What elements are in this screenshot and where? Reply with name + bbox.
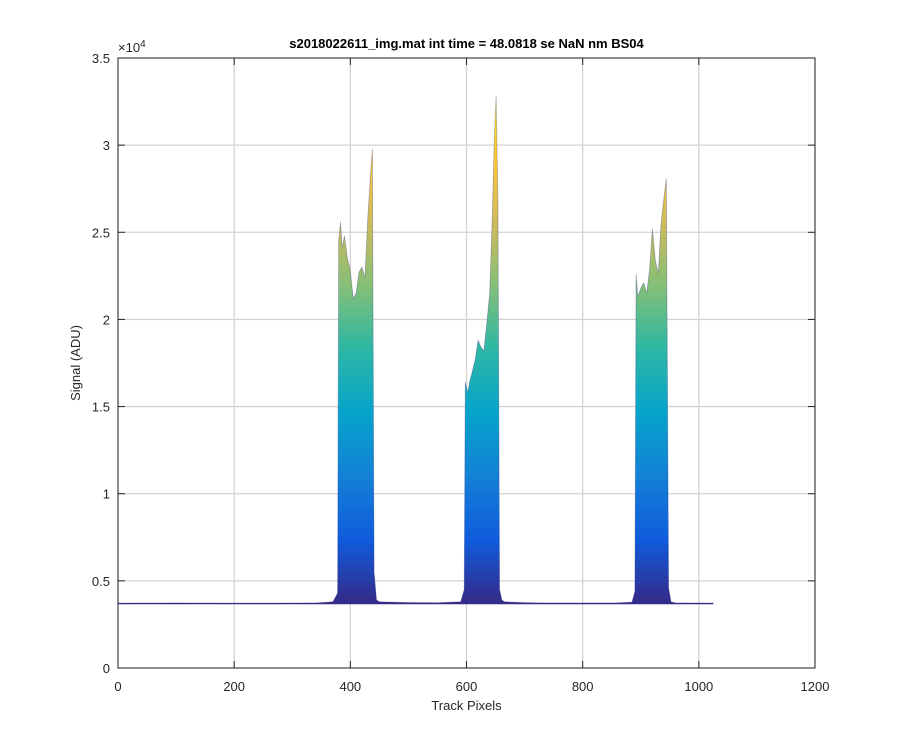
y-tick-label: 3	[103, 138, 110, 153]
x-tick-label: 1200	[801, 679, 830, 694]
x-tick-label: 800	[572, 679, 594, 694]
grid	[117, 57, 816, 669]
x-tick-label: 200	[223, 679, 245, 694]
chart-title: s2018022611_img.mat int time = 48.0818 s…	[289, 36, 644, 51]
y-tick-label: 0.5	[92, 574, 110, 589]
x-tick-label: 600	[456, 679, 478, 694]
x-axis-label: Track Pixels	[431, 698, 502, 713]
y-tick-label: 3.5	[92, 51, 110, 66]
plot-area	[117, 96, 714, 605]
y-tick-label: 2	[103, 312, 110, 327]
signal-line	[117, 96, 714, 604]
y-axis-label: Signal (ADU)	[68, 325, 83, 401]
y-tick-label: 1.5	[92, 400, 110, 415]
y-tick-label: 0	[103, 661, 110, 676]
signal-area	[118, 96, 714, 604]
x-tick-label: 1000	[684, 679, 713, 694]
y-tick-label: 2.5	[92, 225, 110, 240]
y-axis-exponent: ×104	[118, 39, 146, 55]
x-tick-label: 400	[339, 679, 361, 694]
axes: 0 200 400 600 800 1000 1200 0 0.5 1 1.5 2 2.5 3 3.5	[92, 51, 830, 694]
x-tick-label: 0	[114, 679, 121, 694]
y-tick-label: 1	[103, 487, 110, 502]
